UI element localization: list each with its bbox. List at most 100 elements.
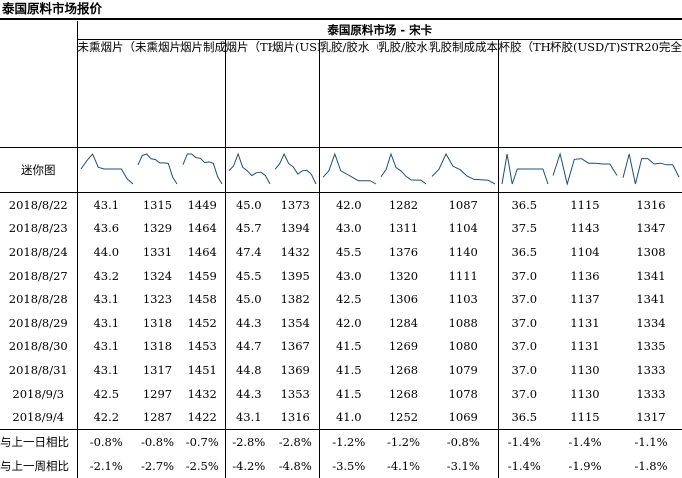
table-cell: 1318 [142,315,173,330]
table-cell: 1252 [378,405,429,430]
table-cell: 37.0 [511,268,538,283]
table-cell: 1080 [429,334,499,359]
change-cell: -1.2% [378,428,429,454]
table-cell: 45.0 [235,292,262,307]
table-row: 2018/8/23 43.6 1329 1464 45.7 1394 43.0 1311 110… [0,216,682,241]
table-cell: 45.0 [235,197,262,212]
table-cell: 1376 [388,244,419,259]
row-date: 2018/8/28 [0,287,78,311]
sparkline [80,153,133,185]
sparkline-line [431,152,496,185]
change-cell: -1.4% [507,458,541,473]
column-header: 未熏烟片（白片）（THB/kg） [77,40,136,54]
row-date: 2018/8/23 [0,216,78,241]
table-cell: 1111 [429,263,499,288]
row-date: 2018/8/24 [0,240,78,264]
table-row: 2018/9/4 42.2 1287 1422 43.1 1316 41.0 1252 1069… [0,405,682,430]
table-cell: 37.0 [511,292,538,307]
sparkline [431,152,496,185]
change-cell: -0.8% [429,428,499,454]
row-date: 2018/8/29 [0,310,78,335]
table-cell: 1323 [142,292,173,307]
change-cell: -2.8% [272,428,320,454]
table-cell: 1268 [388,386,419,401]
table-cell: 1329 [142,221,173,236]
table-cell: 1458 [180,287,226,311]
table-cell: 44.3 [235,315,262,330]
change-cell: -1.8% [634,458,668,473]
row-date: 2018/8/22 [0,192,78,217]
table-cell: 1317 [142,362,173,377]
table-cell: 1320 [388,268,419,283]
table-cell: 1308 [636,244,666,259]
table-cell: 1394 [272,216,320,241]
sparkline-line [622,153,680,185]
table-cell: 1464 [180,240,226,264]
row-date: 2018/9/3 [0,381,78,406]
change-cell: -1.9% [568,458,602,473]
table-cell: 1268 [388,362,419,377]
sparkline-line [552,152,618,186]
column-header [0,39,78,148]
sparkline-cell [550,147,620,193]
table-cell: 44.7 [235,339,262,354]
change-cell: -3.1% [429,453,499,478]
page-title: 泰国原料市场报价 [2,1,103,16]
sparkline-cell [319,147,378,193]
table-cell: 1297 [142,386,173,401]
change-row: 与上一日相比 -0.8% -0.8% -0.7% -2.8% -2.8% -1.2% -1.2… [0,428,682,454]
table-cell: 1369 [272,358,320,382]
change-cell: -0.7% [180,428,226,454]
table-cell: 1131 [570,315,600,330]
table-cell: 1315 [142,197,173,212]
change-cell: -4.2% [232,458,266,473]
table-row: 2018/8/31 43.1 1317 1451 44.8 1369 41.5 1268 107… [0,358,682,382]
table-cell: 1087 [429,192,499,217]
table-cell: 1449 [180,192,226,217]
column-header: 烟片制成成本 [180,39,226,148]
column-headers: 未熏烟片（白片）（THB/kg）未熏烟片（白片）(USD/T)烟片制成成本烟片（… [0,39,682,148]
sparkline [322,152,376,185]
table-cell: 1333 [636,386,666,401]
table-cell: 1088 [429,310,499,335]
column-header: 乳胶制成成本(USD/T) [429,39,499,148]
sparkline-row: 迷你图 [0,147,682,193]
sparkline-line [501,153,548,185]
table-cell: 42.2 [77,405,135,430]
table-cell: 1316 [636,197,666,212]
table-cell: 1115 [570,197,600,212]
table-cell: 43.6 [93,221,120,236]
table-cell: 43.1 [93,339,120,354]
table-cell: 1341 [636,292,666,307]
table-cell: 1137 [570,292,600,307]
sparkline [380,152,427,185]
table-cell: 1103 [429,287,499,311]
change-cell: -2.5% [180,453,226,478]
table-cell: 1269 [388,339,419,354]
sparkline-line [137,153,178,185]
price-table: 泰国原料市场 - 宋卡 未熏烟片（白片）（THB/kg）未熏烟片（白片）(USD… [0,18,682,478]
table-row: 2018/8/22 43.1 1315 1449 45.0 1373 42.0 1282 108… [0,192,682,217]
table-cell: 1432 [180,381,226,406]
table-cell: 1115 [550,405,620,430]
table-cell: 41.5 [335,339,362,354]
table-cell: 1451 [180,358,226,382]
sparkline-cell [272,147,320,193]
change-cell: -1.4% [498,428,550,454]
table-cell: 43.0 [335,268,362,283]
sparkline-cell [429,147,499,193]
table-cell: 41.5 [335,386,362,401]
table-cell: 1382 [272,287,320,311]
sparkline [182,153,223,185]
sparkline [137,153,178,185]
sparkline-cell [498,147,550,193]
table-cell: 45.7 [235,221,262,236]
table-cell: 37.0 [511,362,538,377]
table-cell: 1353 [272,381,320,406]
change-cell: -2.1% [89,458,123,473]
table-cell: 1324 [142,268,173,283]
table-cell: 44.3 [235,386,262,401]
table-cell: 1395 [272,263,320,288]
table-cell: 37.0 [511,386,538,401]
row-date: 2018/8/30 [0,334,78,359]
